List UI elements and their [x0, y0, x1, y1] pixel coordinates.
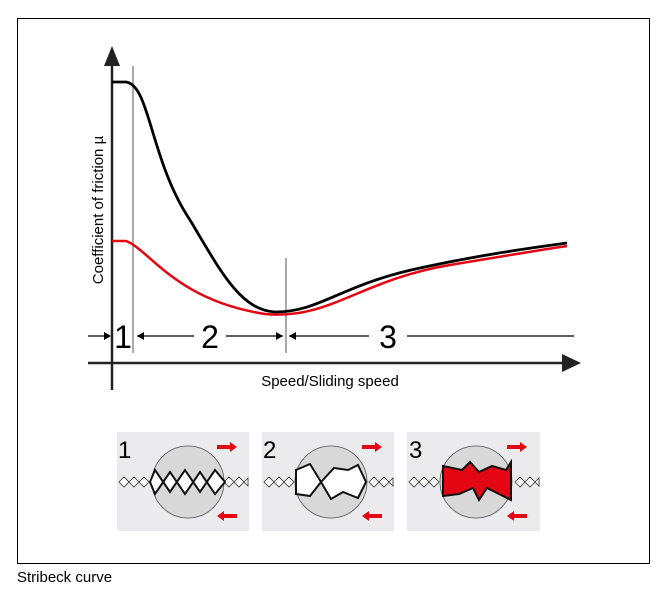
curve-dry [112, 80, 568, 314]
region-label-1: 1 [114, 319, 132, 355]
diagram-frame [17, 18, 650, 564]
region-label-3: 3 [379, 319, 397, 355]
region-label-2: 2 [201, 319, 219, 355]
panel-number-2: 2 [263, 437, 276, 464]
x-axis-arrow-icon [562, 354, 581, 372]
panel-number-1: 1 [118, 437, 131, 464]
x-axis-label: Speed/Sliding speed [261, 373, 399, 390]
panel-hydrodynamic-friction [407, 432, 540, 531]
panel-boundary-friction [117, 432, 249, 531]
panel-mixed-friction [262, 432, 394, 531]
panel-number-3: 3 [409, 437, 422, 464]
y-axis-label: Coefficient of friction µ [90, 135, 107, 284]
curve-lubricated [112, 239, 568, 316]
figure-caption: Stribeck curve [17, 569, 113, 586]
y-axis-arrow-icon [104, 46, 120, 66]
region-arrows [88, 332, 574, 340]
